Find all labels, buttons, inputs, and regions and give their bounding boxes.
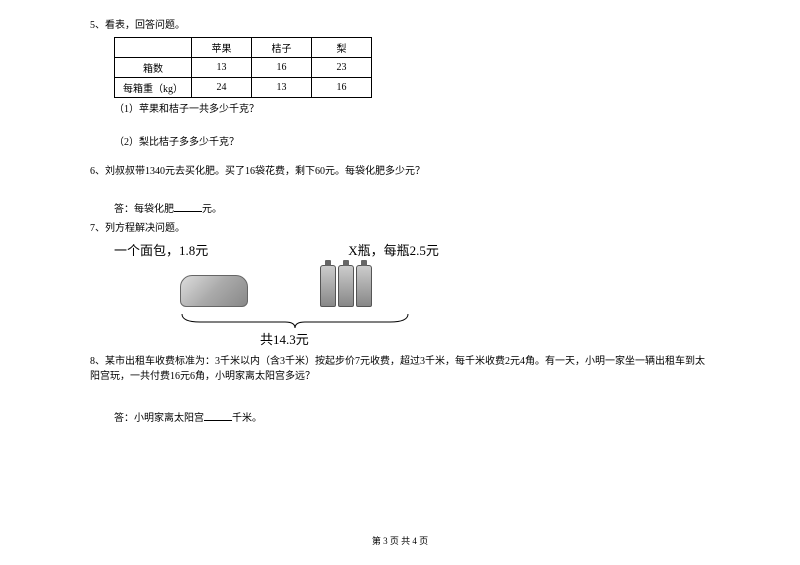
- page-footer: 第 3 页 共 4 页: [0, 534, 800, 547]
- blank-field[interactable]: [204, 410, 232, 421]
- td: 每箱重（kg）: [115, 78, 192, 98]
- table-row: 箱数 13 16 23: [115, 58, 372, 78]
- q6-answer: 答：每袋化肥 元。: [114, 201, 710, 217]
- q7-total: 共14.3元: [260, 330, 710, 350]
- q7-title: 7、列方程解决问题。: [90, 221, 710, 236]
- q8-answer-prefix: 答：小明家离太阳宫: [114, 413, 204, 424]
- q5-table: 苹果 桔子 梨 箱数 13 16 23 每箱重（kg） 24 13 16: [114, 37, 372, 98]
- th: 苹果: [192, 38, 252, 58]
- td: 16: [252, 58, 312, 78]
- bottles-icon: [320, 265, 390, 310]
- q8-answer-suffix: 千米。: [232, 413, 262, 424]
- q8-answer: 答：小明家离太阳宫 千米。: [114, 410, 710, 426]
- q7-right-label: X瓶，每瓶2.5元: [348, 240, 439, 259]
- q6-answer-prefix: 答：每袋化肥: [114, 204, 174, 215]
- brace-icon: [180, 312, 410, 330]
- td: 23: [312, 58, 372, 78]
- q7-left-label: 一个面包，1.8元: [114, 240, 208, 259]
- q5-sub2: （2）梨比桔子多多少千克？: [114, 135, 710, 150]
- q8-text: 8、某市出租车收费标准为：3千米以内（含3千米）按起步价7元收费，超过3千米，每…: [90, 354, 710, 384]
- td: 13: [192, 58, 252, 78]
- bread-icon: [180, 265, 250, 310]
- q7-images-row: [180, 265, 710, 310]
- table-header-row: 苹果 桔子 梨: [115, 38, 372, 58]
- td: 13: [252, 78, 312, 98]
- q7-labels-row: 一个面包，1.8元 X瓶，每瓶2.5元: [114, 240, 710, 259]
- q6-title: 6、刘叔叔带1340元去买化肥。买了16袋花费，剩下60元。每袋化肥多少元？: [90, 164, 710, 179]
- td: 箱数: [115, 58, 192, 78]
- th: 梨: [312, 38, 372, 58]
- q6-answer-suffix: 元。: [202, 204, 222, 215]
- blank-field[interactable]: [174, 201, 202, 212]
- table-row: 每箱重（kg） 24 13 16: [115, 78, 372, 98]
- q5-title: 5、看表，回答问题。: [90, 18, 710, 33]
- td: 24: [192, 78, 252, 98]
- q5-sub1: （1）苹果和桔子一共多少千克？: [114, 102, 710, 117]
- th: [115, 38, 192, 58]
- td: 16: [312, 78, 372, 98]
- th: 桔子: [252, 38, 312, 58]
